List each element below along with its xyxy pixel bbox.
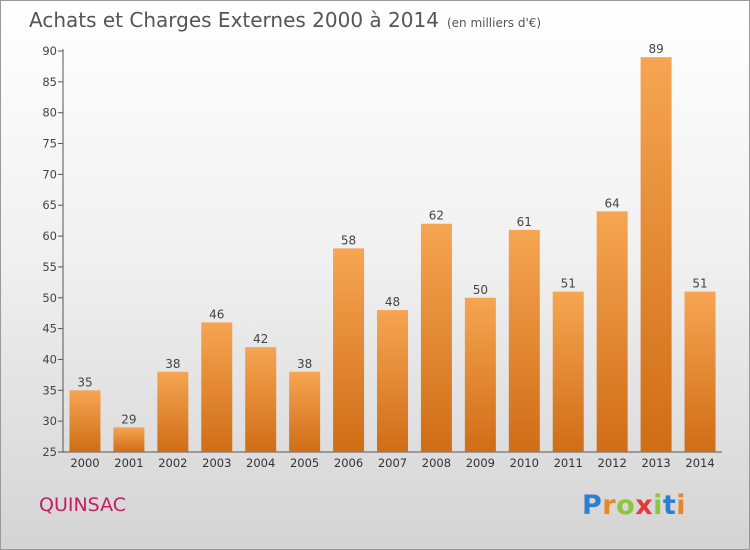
value-labels: 35 2000 29 2001 38 2002 46 2003 42 2004 38 2005 58 20…	[70, 42, 714, 470]
y-tick-label: 65	[42, 198, 57, 212]
value-label-2006: 58	[341, 233, 356, 247]
x-tick-label-2006: 2006	[334, 456, 363, 470]
bar-2007	[377, 310, 408, 452]
logo-letter: r	[602, 490, 617, 521]
value-label-2008: 62	[429, 209, 444, 223]
bars	[69, 57, 716, 453]
value-label-2014: 51	[692, 277, 707, 291]
x-tick-label-2003: 2003	[202, 456, 231, 470]
logo-letter: t	[662, 490, 677, 521]
chart-title-text: Achats et Charges Externes 2000 à 2014	[29, 8, 439, 32]
x-tick-label-2008: 2008	[422, 456, 451, 470]
proxiti-logo: Proxiti	[582, 490, 686, 521]
bar-2002	[157, 371, 189, 452]
bar-2004	[245, 347, 277, 452]
value-label-2004: 42	[253, 332, 268, 346]
x-tick-label-2005: 2005	[290, 456, 319, 470]
bar-2008	[420, 223, 452, 452]
logo-letter: i	[653, 490, 663, 521]
bar-2006	[333, 248, 365, 452]
bar-2011	[552, 291, 584, 452]
y-tick-label: 70	[42, 167, 57, 181]
logo-letter: P	[582, 490, 603, 521]
bar-2009	[464, 297, 496, 452]
x-tick-label-2000: 2000	[70, 456, 99, 470]
bar-2010	[508, 229, 540, 452]
axes: 25 30 35 40 45 50 55 60 65 70 75 80 85 90	[42, 44, 722, 459]
value-label-2002: 38	[165, 357, 180, 371]
value-label-2005: 38	[297, 357, 312, 371]
x-tick-label-2012: 2012	[598, 456, 627, 470]
chart-title: Achats et Charges Externes 2000 à 2014 (e…	[29, 8, 541, 32]
x-tick-label-2013: 2013	[641, 456, 670, 470]
y-tick-label: 40	[42, 352, 57, 366]
y-tick-label: 50	[42, 291, 57, 305]
y-tick-label: 55	[42, 260, 57, 274]
chart-unit-label: (en milliers d'€)	[446, 16, 542, 30]
bar-2014	[684, 291, 716, 452]
bar-2003	[201, 322, 233, 452]
y-tick-label: 30	[42, 414, 57, 428]
y-tick-label: 25	[42, 445, 57, 459]
value-label-2013: 89	[648, 42, 663, 56]
value-label-2003: 46	[209, 307, 224, 321]
y-tick-label: 60	[42, 229, 57, 243]
value-label-2009: 50	[473, 283, 488, 297]
value-label-2001: 29	[121, 412, 136, 426]
y-tick-label: 45	[42, 322, 57, 336]
x-tick-label-2011: 2011	[554, 456, 583, 470]
value-label-2010: 61	[517, 215, 532, 229]
logo-letter: x	[635, 490, 654, 521]
logo-letter: i	[676, 490, 687, 521]
y-tick-label: 75	[42, 137, 57, 151]
place-name: QUINSAC	[39, 494, 127, 516]
y-tick-label: 80	[42, 106, 57, 120]
y-tick-label: 35	[42, 383, 57, 397]
x-tick-label-2009: 2009	[466, 456, 495, 470]
x-tick-label-2001: 2001	[114, 456, 143, 470]
x-tick-label-2004: 2004	[246, 456, 275, 470]
value-label-2011: 51	[561, 277, 576, 291]
x-tick-label-2010: 2010	[510, 456, 539, 470]
y-tick-label: 90	[42, 44, 57, 58]
logo-letter: o	[616, 490, 636, 521]
value-label-2012: 64	[605, 196, 620, 210]
x-tick-label-2014: 2014	[685, 456, 714, 470]
bar-2013	[640, 57, 672, 453]
x-tick-label-2002: 2002	[158, 456, 187, 470]
value-label-2007: 48	[385, 295, 400, 309]
bar-2005	[289, 371, 321, 452]
x-tick-label-2007: 2007	[378, 456, 407, 470]
y-tick-label: 85	[42, 75, 57, 89]
bar-2001	[113, 427, 145, 452]
bar-2000	[69, 390, 101, 452]
bar-2012	[596, 211, 628, 452]
value-label-2000: 35	[77, 375, 92, 389]
